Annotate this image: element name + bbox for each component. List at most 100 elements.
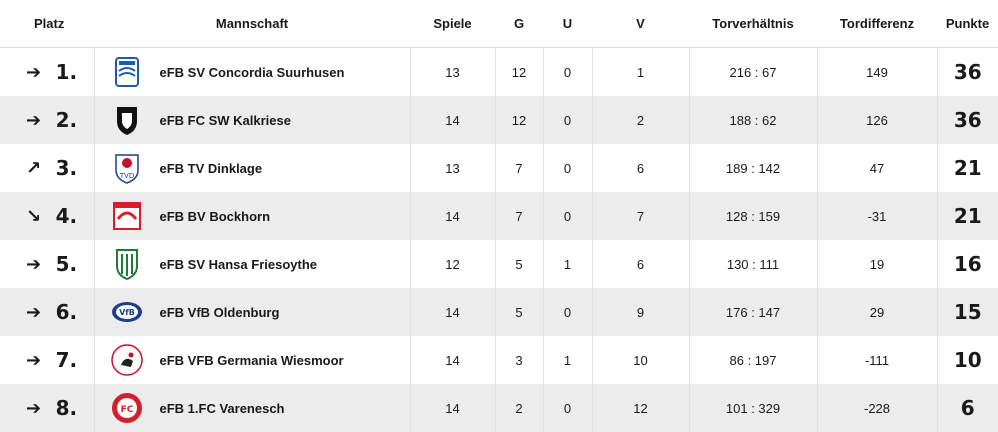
losses-cell: 6	[592, 240, 690, 288]
table-row[interactable]: ➔ 2. eFB FC SW Kalkriese 14 12 0 2 188 :…	[0, 96, 998, 144]
club-logo-icon: VfB	[110, 295, 144, 329]
trend-up-icon: ↗	[26, 157, 42, 179]
team-name-link[interactable]: eFB VfB Oldenburg	[159, 304, 280, 320]
wins-cell: 7	[495, 192, 544, 240]
team-name-link[interactable]: eFB 1.FC Varenesch	[159, 400, 285, 416]
team-name-link[interactable]: eFB SV Hansa Friesoythe	[159, 256, 318, 272]
club-logo-icon: FC	[110, 391, 144, 425]
goal-difference-cell: 149	[817, 47, 938, 96]
team-cell[interactable]: TVD eFB TV Dinklage	[94, 144, 411, 192]
goal-difference-cell: -111	[817, 336, 938, 384]
club-logo-icon	[110, 343, 144, 377]
rank-number: 4.	[55, 204, 78, 228]
team-name-link[interactable]: eFB FC SW Kalkriese	[159, 112, 292, 128]
header-torverhaeltnis: Torverhältnis	[689, 0, 817, 48]
club-logo-icon	[110, 103, 144, 137]
draws-cell: 0	[543, 96, 593, 144]
points-cell: 36	[953, 60, 982, 84]
rank-cell: ➔ 6.	[0, 288, 95, 336]
header-tordifferenz: Tordifferenz	[817, 0, 937, 48]
wins-cell: 12	[495, 47, 544, 96]
header-spiele: Spiele	[410, 0, 495, 48]
wins-cell: 3	[495, 336, 544, 384]
rank-number: 5.	[55, 252, 78, 276]
draws-cell: 1	[543, 336, 593, 384]
rank-cell: ➔ 1.	[0, 47, 95, 96]
games-played-cell: 13	[410, 144, 496, 192]
table-row[interactable]: ↗ 3. TVD eFB TV Dinklage 13 7 0 6 189 : …	[0, 144, 998, 192]
games-played-cell: 14	[410, 384, 496, 432]
team-cell[interactable]: eFB SV Hansa Friesoythe	[94, 240, 411, 288]
goal-difference-cell: 126	[817, 96, 938, 144]
losses-cell: 7	[592, 192, 690, 240]
games-played-cell: 12	[410, 240, 496, 288]
wins-cell: 5	[495, 288, 544, 336]
draws-cell: 0	[543, 47, 593, 96]
rank-number: 2.	[55, 108, 78, 132]
svg-text:TVD: TVD	[118, 172, 133, 180]
rank-cell: ➔ 5.	[0, 240, 95, 288]
table-row[interactable]: ➔ 7. eFB VFB Germania Wiesmoor 14 3 1 10…	[0, 336, 998, 384]
trend-same-icon: ➔	[26, 253, 42, 275]
games-played-cell: 14	[410, 288, 496, 336]
goals-ratio-cell: 216 : 67	[689, 47, 818, 96]
rank-cell: ➔ 2.	[0, 96, 95, 144]
team-name-link[interactable]: eFB VFB Germania Wiesmoor	[159, 352, 344, 368]
club-logo-icon	[110, 199, 144, 233]
team-cell[interactable]: VfB eFB VfB Oldenburg	[94, 288, 411, 336]
club-logo-icon	[110, 55, 144, 89]
losses-cell: 1	[592, 47, 690, 96]
points-cell: 10	[953, 348, 982, 372]
table-header-row: Platz Mannschaft Spiele G U V Torverhält…	[0, 0, 998, 48]
wins-cell: 7	[495, 144, 544, 192]
header-punkte: Punkte	[937, 0, 998, 48]
header-v: V	[592, 0, 689, 48]
goals-ratio-cell: 188 : 62	[689, 96, 818, 144]
rank-cell: ↗ 3.	[0, 144, 95, 192]
rank-number: 8.	[55, 396, 78, 420]
header-platz: Platz	[0, 0, 94, 48]
wins-cell: 5	[495, 240, 544, 288]
table-row[interactable]: ➔ 5. eFB SV Hansa Friesoythe 12 5 1 6 13…	[0, 240, 998, 288]
draws-cell: 1	[543, 240, 593, 288]
goal-difference-cell: -228	[817, 384, 938, 432]
goal-difference-cell: 47	[817, 144, 938, 192]
losses-cell: 10	[592, 336, 690, 384]
points-cell: 6	[937, 384, 998, 432]
draws-cell: 0	[543, 384, 593, 432]
points-cell: 21	[953, 156, 982, 180]
trend-same-icon: ➔	[26, 397, 42, 419]
goal-difference-cell: 19	[817, 240, 938, 288]
team-cell[interactable]: eFB VFB Germania Wiesmoor	[94, 336, 411, 384]
header-g: G	[495, 0, 543, 48]
wins-cell: 12	[495, 96, 544, 144]
team-name-link[interactable]: eFB TV Dinklage	[159, 160, 263, 176]
losses-cell: 6	[592, 144, 690, 192]
games-played-cell: 13	[410, 47, 496, 96]
goals-ratio-cell: 189 : 142	[689, 144, 818, 192]
goals-ratio-cell: 176 : 147	[689, 288, 818, 336]
table-row[interactable]: ➔ 8. FC eFB 1.FC Varenesch 14 2 0 12 101…	[0, 384, 998, 432]
rank-cell: ↘ 4.	[0, 192, 95, 240]
svg-text:VfB: VfB	[119, 308, 135, 317]
draws-cell: 0	[543, 288, 593, 336]
points-cell: 15	[937, 288, 998, 336]
table-row[interactable]: ➔ 6. VfB eFB VfB Oldenburg 14 5 0 9 176 …	[0, 288, 998, 336]
team-name-link[interactable]: eFB BV Bockhorn	[159, 208, 271, 224]
team-cell[interactable]: eFB SV Concordia Suurhusen	[94, 47, 411, 96]
games-played-cell: 14	[410, 192, 496, 240]
draws-cell: 0	[543, 192, 593, 240]
team-name-link[interactable]: eFB SV Concordia Suurhusen	[159, 64, 345, 80]
team-cell[interactable]: eFB BV Bockhorn	[94, 192, 411, 240]
games-played-cell: 14	[410, 336, 496, 384]
team-cell[interactable]: eFB FC SW Kalkriese	[94, 96, 411, 144]
table-row[interactable]: ➔ 1. eFB SV Concordia Suurhusen 13 12 0 …	[0, 47, 998, 96]
losses-cell: 12	[592, 384, 690, 432]
table-row[interactable]: ↘ 4. eFB BV Bockhorn 14 7 0 7 128 : 159 …	[0, 192, 998, 240]
rank-number: 7.	[55, 348, 78, 372]
goal-difference-cell: 29	[817, 288, 938, 336]
team-cell[interactable]: FC eFB 1.FC Varenesch	[94, 384, 411, 432]
points-cell: 16	[953, 252, 982, 276]
games-played-cell: 14	[410, 96, 496, 144]
